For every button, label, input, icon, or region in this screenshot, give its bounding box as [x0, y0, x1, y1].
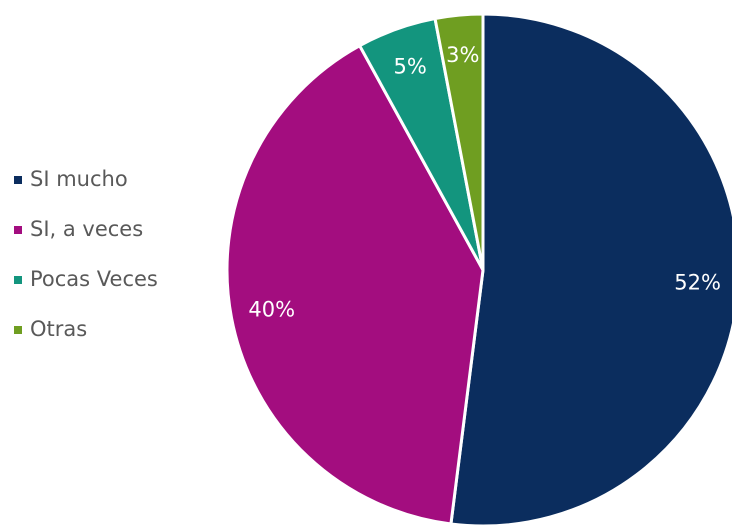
legend-swatch [14, 326, 22, 334]
pie-slice [433, 12, 485, 271]
value-label: 5% [393, 55, 426, 79]
pie-slice [449, 12, 732, 527]
legend-swatch [14, 176, 22, 184]
legend-label: Otras [30, 317, 87, 341]
legend-swatch [14, 276, 22, 284]
pie-slice [225, 43, 485, 526]
legend-label: SI mucho [30, 167, 128, 191]
value-label: 3% [446, 43, 479, 67]
legend-label: Pocas Veces [30, 267, 158, 291]
legend-label: SI, a veces [30, 217, 143, 241]
value-label: 40% [248, 297, 295, 321]
value-label: 52% [674, 271, 721, 295]
legend-swatch [14, 226, 22, 234]
